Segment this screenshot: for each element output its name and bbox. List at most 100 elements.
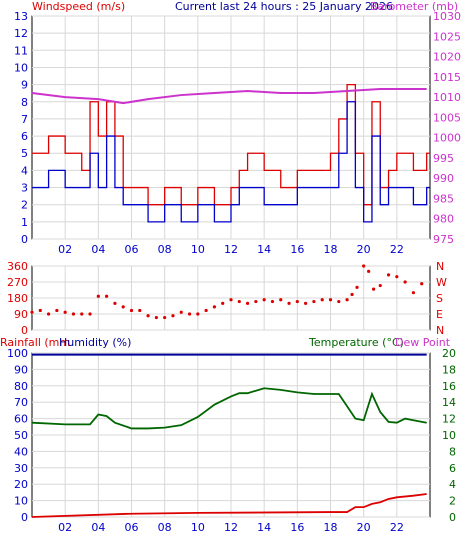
wind-y-tick-label: 10 bbox=[14, 61, 28, 74]
wind-x-tick-label: 10 bbox=[191, 243, 205, 256]
direction-point bbox=[63, 310, 67, 314]
gust-series-line bbox=[32, 83, 430, 206]
humidity-y-tick-label: 80 bbox=[14, 380, 28, 393]
direction-point bbox=[171, 314, 175, 318]
temperature-y-tick-label: 12 bbox=[442, 413, 456, 426]
wind-x-tick-label: 18 bbox=[324, 243, 338, 256]
baro-y-tick-label: 1015 bbox=[433, 71, 461, 84]
thermo-x-tick-label: 06 bbox=[125, 521, 139, 534]
direction-compass-label: S bbox=[436, 292, 443, 305]
wind-y-tick-label: 0 bbox=[21, 233, 28, 246]
thermo-x-tick-label: 10 bbox=[191, 521, 205, 534]
direction-point bbox=[395, 275, 399, 279]
direction-point bbox=[105, 294, 109, 298]
wind-x-tick-label: 04 bbox=[91, 243, 105, 256]
direction-point bbox=[146, 314, 150, 318]
wind-y-tick-label: 8 bbox=[21, 96, 28, 109]
direction-point bbox=[38, 308, 42, 313]
direction-y-tick-label: 270 bbox=[7, 276, 28, 289]
thermo-x-tick-label: 08 bbox=[158, 521, 172, 534]
baro-y-tick-label: 1010 bbox=[433, 91, 461, 104]
direction-point bbox=[295, 299, 299, 304]
wind-y-tick-label: 3 bbox=[21, 182, 28, 195]
direction-point bbox=[320, 298, 324, 302]
direction-point bbox=[221, 301, 225, 305]
chart-title: Current last 24 hours : 25 January 2026 bbox=[175, 0, 393, 13]
direction-point bbox=[129, 308, 134, 313]
direction-point bbox=[312, 299, 316, 304]
humidity-y-tick-label: 90 bbox=[14, 363, 28, 376]
baro-y-tick-label: 975 bbox=[433, 233, 454, 246]
humidity-y-tick-label: 30 bbox=[14, 462, 28, 475]
temperature-y-tick-label: 20 bbox=[442, 347, 456, 360]
temperature-y-tick-label: 10 bbox=[442, 429, 456, 442]
direction-point bbox=[30, 310, 34, 314]
temperature-y-tick-label: 18 bbox=[442, 363, 456, 376]
direction-point bbox=[187, 312, 192, 316]
baro-y-tick-label: 1005 bbox=[433, 111, 461, 124]
wind-x-tick-label: 14 bbox=[257, 243, 271, 256]
rainfall-series-line bbox=[31, 493, 427, 518]
rainfall-axis-title: Rainfall (mm bbox=[0, 336, 70, 349]
thermo-x-tick-label: 20 bbox=[357, 521, 371, 534]
baro-y-tick-label: 990 bbox=[433, 172, 454, 185]
wind-y-tick-label: 11 bbox=[14, 44, 28, 57]
direction-point bbox=[254, 299, 258, 304]
direction-y-tick-label: 360 bbox=[7, 260, 28, 273]
direction-y-tick-label: 0 bbox=[21, 324, 28, 337]
direction-y-tick-label: 180 bbox=[7, 292, 28, 305]
thermo-x-tick-label: 22 bbox=[390, 521, 404, 534]
temperature-y-tick-label: 2 bbox=[449, 495, 456, 508]
direction-point bbox=[121, 305, 125, 309]
wind-x-tick-label: 02 bbox=[58, 243, 72, 256]
direction-point bbox=[46, 312, 51, 316]
humidity-y-tick-label: 60 bbox=[14, 413, 28, 426]
temperature-y-tick-label: 4 bbox=[449, 478, 456, 491]
direction-point bbox=[279, 298, 283, 302]
wind-y-tick-label: 6 bbox=[21, 130, 28, 143]
direction-compass-label: E bbox=[436, 308, 443, 321]
wind-y-tick-label: 1 bbox=[21, 216, 28, 229]
wind-avg-series-line bbox=[32, 101, 430, 223]
humidity-y-tick-label: 70 bbox=[14, 396, 28, 409]
thermo-x-tick-label: 12 bbox=[224, 521, 238, 534]
humidity-y-tick-label: 100 bbox=[7, 347, 28, 360]
direction-point bbox=[262, 298, 266, 302]
direction-point bbox=[113, 301, 117, 305]
baro-y-tick-label: 980 bbox=[433, 213, 454, 226]
humidity-axis-title: Humidity (%) bbox=[59, 336, 131, 349]
direction-point bbox=[204, 308, 208, 313]
direction-point bbox=[337, 299, 341, 304]
thermo-x-tick-label: 04 bbox=[91, 521, 105, 534]
direction-point bbox=[88, 312, 92, 316]
thermo-x-tick-label: 14 bbox=[257, 521, 271, 534]
temperature-y-tick-label: 8 bbox=[449, 445, 456, 458]
direction-point bbox=[345, 298, 349, 302]
direction-point bbox=[350, 292, 354, 297]
humidity-y-tick-label: 10 bbox=[14, 495, 28, 508]
temperature-y-tick-label: 0 bbox=[449, 511, 456, 524]
wind-x-tick-label: 06 bbox=[125, 243, 139, 256]
direction-point bbox=[287, 301, 291, 305]
barometer-axis-title: Barometer (mb) bbox=[370, 0, 458, 13]
direction-point bbox=[411, 291, 416, 295]
baro-y-tick-label: 1025 bbox=[433, 30, 461, 43]
direction-point bbox=[55, 308, 59, 313]
humidity-y-tick-label: 0 bbox=[21, 511, 28, 524]
direction-point bbox=[245, 301, 250, 305]
direction-compass-label: N bbox=[436, 260, 444, 273]
direction-point bbox=[229, 298, 233, 302]
temperature-series-line bbox=[31, 387, 427, 430]
barometer-series-line bbox=[31, 87, 427, 105]
baro-y-tick-label: 995 bbox=[433, 152, 454, 165]
direction-point bbox=[367, 269, 371, 273]
direction-point bbox=[378, 283, 382, 288]
thermo-x-tick-label: 02 bbox=[58, 521, 72, 534]
temperature-y-tick-label: 14 bbox=[442, 396, 456, 409]
wind-y-tick-label: 13 bbox=[14, 10, 28, 23]
wind-x-tick-label: 20 bbox=[357, 243, 371, 256]
direction-point bbox=[154, 315, 158, 320]
direction-point bbox=[179, 310, 183, 314]
thermo-x-tick-label: 18 bbox=[324, 521, 338, 534]
